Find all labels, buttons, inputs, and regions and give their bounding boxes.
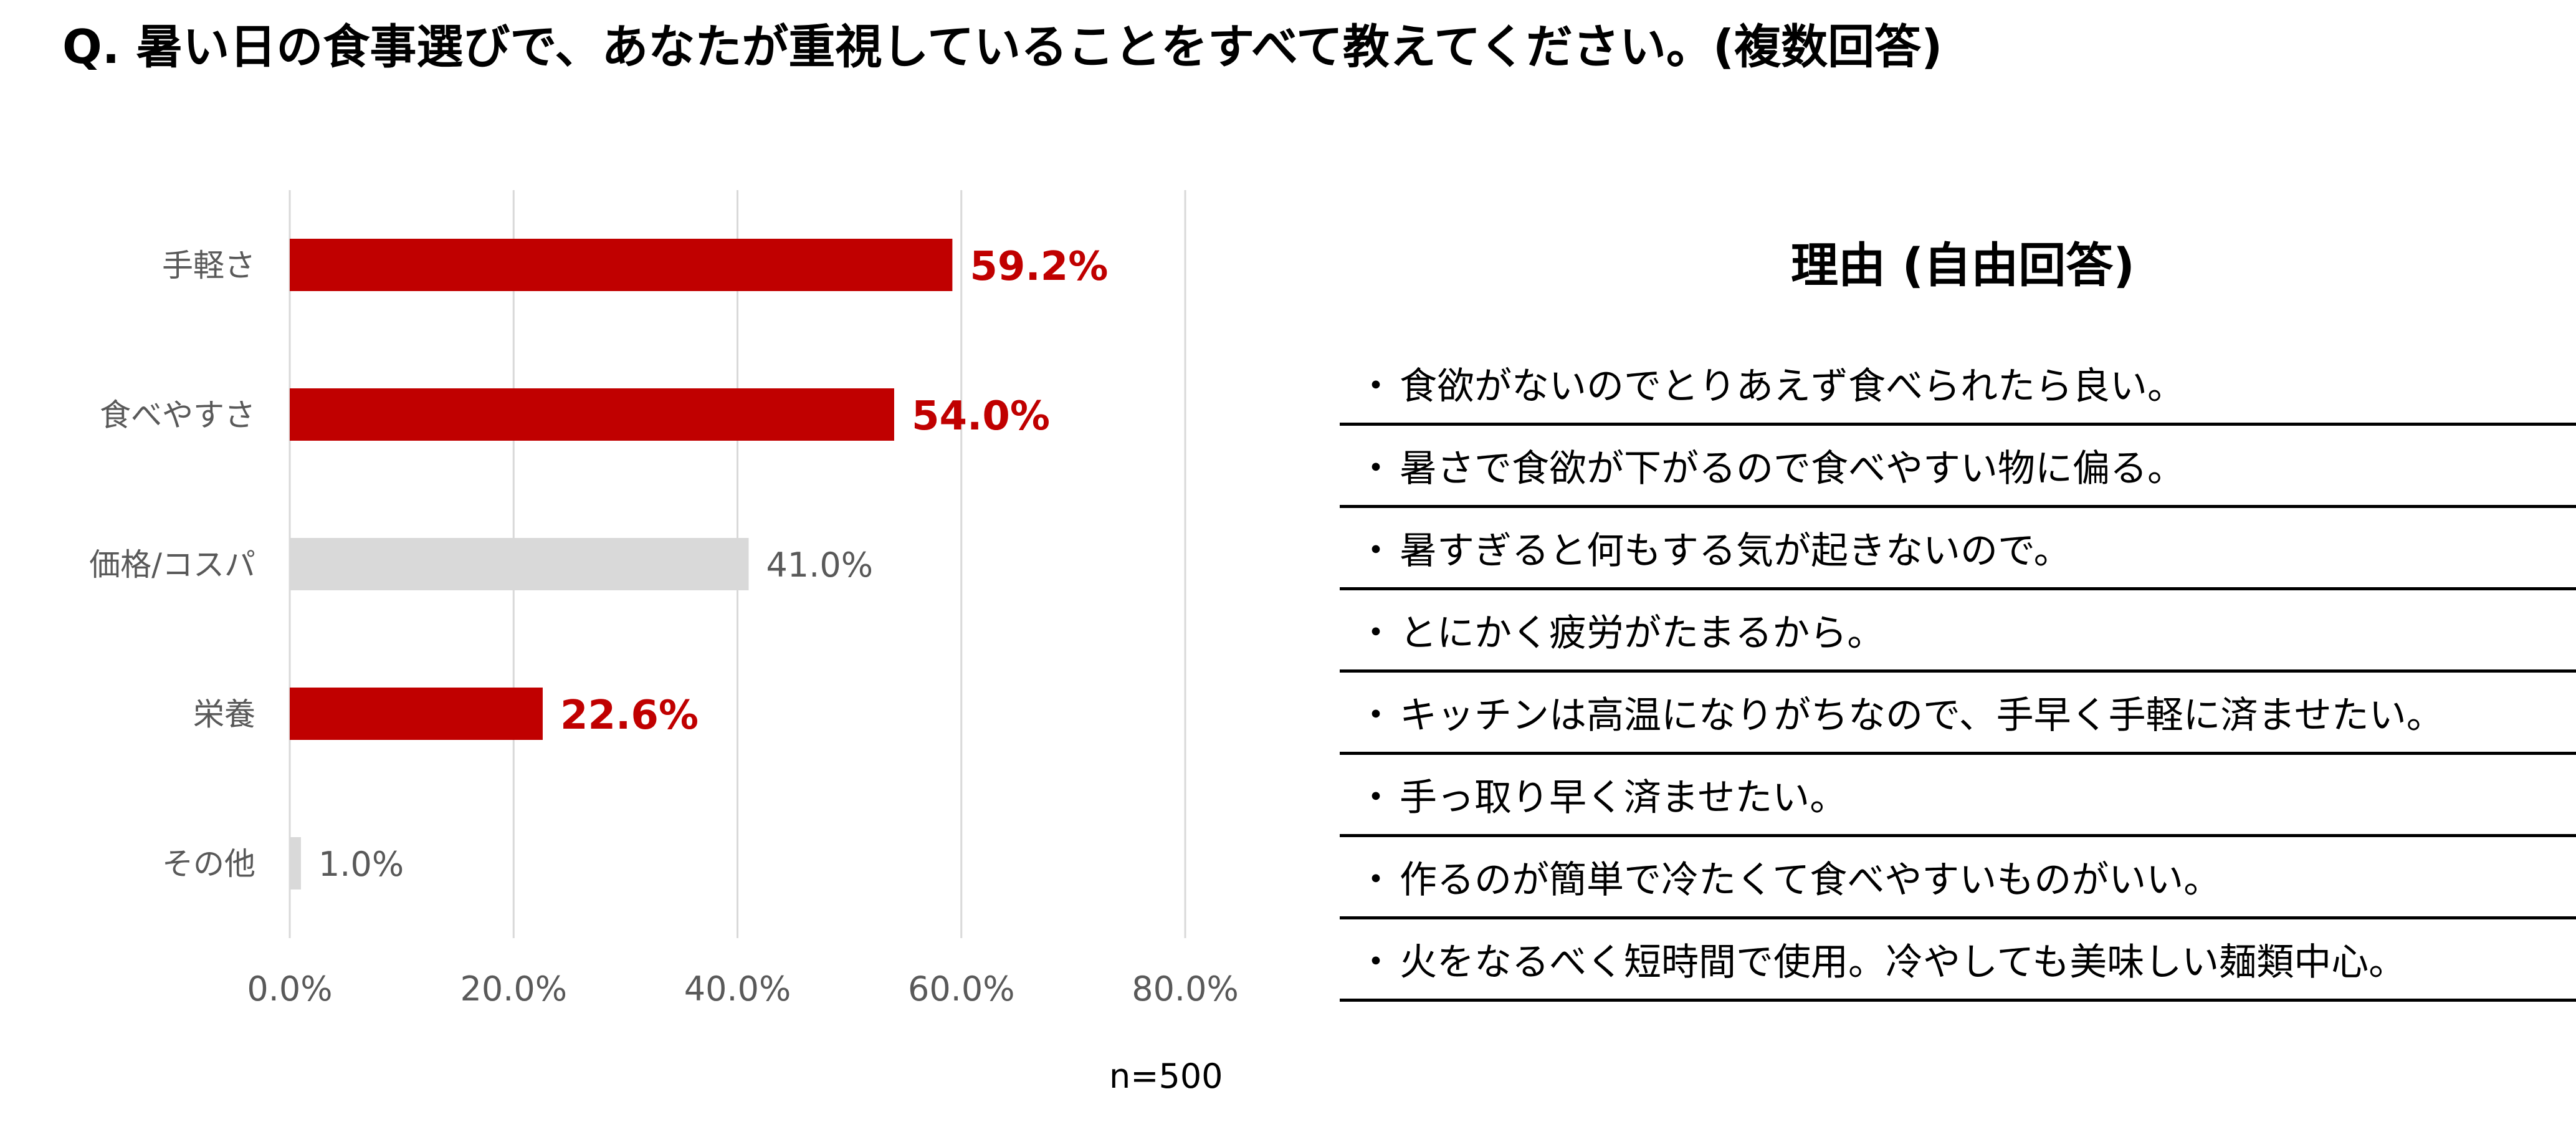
bullet: ・ xyxy=(1357,694,1395,737)
bullet: ・ xyxy=(1357,858,1395,902)
bullet: ・ xyxy=(1357,447,1395,491)
category-label: 価格/コスパ xyxy=(89,547,255,583)
reason-item: ・手っ取り早く済ませたい。 xyxy=(1340,755,2576,837)
category-label: 食べやすさ xyxy=(100,397,255,433)
bullet: ・ xyxy=(1357,529,1395,573)
bullet: ・ xyxy=(1357,941,1395,984)
reason-text: キッチンは高温になりがちなので、手早く手軽に済ませたい。 xyxy=(1400,694,2444,737)
category-label: 栄養 xyxy=(193,696,255,732)
reason-item: ・火をなるべく短時間で使用。冷やしても美味しい麺類中心。 xyxy=(1340,919,2576,1002)
reasons-list: ・食欲がないのでとりあえず食べられたら良い。 ・暑さで食欲が下がるので食べやすい… xyxy=(1340,343,2576,1002)
reason-text: 食欲がないのでとりあえず食べられたら良い。 xyxy=(1400,365,2185,408)
reason-text: 火をなるべく短時間で使用。冷やしても美味しい麺類中心。 xyxy=(1400,941,2407,984)
reason-item: ・暑さで食欲が下がるので食べやすい物に偏る。 xyxy=(1340,426,2576,508)
x-tick-label: 60.0% xyxy=(908,969,1015,1009)
reason-item: ・食欲がないのでとりあえず食べられたら良い。 xyxy=(1340,343,2576,426)
bullet: ・ xyxy=(1357,365,1395,408)
page-title: Q. 暑い日の食事選びで、あなたが重視していることをすべて教えてください。(複数… xyxy=(62,19,1943,74)
bar xyxy=(290,837,301,890)
reason-item: ・暑すぎると何もする気が起きないので。 xyxy=(1340,508,2576,590)
reason-item: ・とにかく疲労がたまるから。 xyxy=(1340,590,2576,673)
reason-text: 手っ取り早く済ませたい。 xyxy=(1400,776,1848,820)
data-label: 41.0% xyxy=(766,545,873,585)
sample-size: n=500 xyxy=(1109,1057,1223,1096)
data-label: 22.6% xyxy=(560,693,699,739)
bar xyxy=(290,388,894,441)
reason-text: とにかく疲労がたまるから。 xyxy=(1400,611,1885,655)
x-tick-label: 80.0% xyxy=(1132,969,1239,1009)
reason-text: 暑すぎると何もする気が起きないので。 xyxy=(1400,529,2071,573)
data-label: 1.0% xyxy=(318,845,404,884)
data-label: 59.2% xyxy=(970,244,1108,290)
x-tick-label: 40.0% xyxy=(684,969,791,1009)
bullet: ・ xyxy=(1357,611,1395,655)
bullet: ・ xyxy=(1357,776,1395,820)
category-label: その他 xyxy=(162,846,255,882)
x-tick-label: 0.0% xyxy=(247,969,332,1009)
reason-item: ・作るのが簡単で冷たくて食べやすいものがいい。 xyxy=(1340,837,2576,919)
reasons-title: 理由 (自由回答) xyxy=(1791,237,2135,293)
bar xyxy=(290,239,953,291)
bar xyxy=(290,688,543,740)
bar xyxy=(290,538,749,590)
reason-item: ・キッチンは高温になりがちなので、手早く手軽に済ませたい。 xyxy=(1340,673,2576,755)
category-label: 手軽さ xyxy=(162,247,255,284)
reason-text: 作るのが簡単で冷たくて食べやすいものがいい。 xyxy=(1400,858,2221,902)
data-label: 54.0% xyxy=(912,393,1050,439)
reason-text: 暑さで食欲が下がるので食べやすい物に偏る。 xyxy=(1400,447,2185,491)
x-tick-label: 20.0% xyxy=(460,969,567,1009)
